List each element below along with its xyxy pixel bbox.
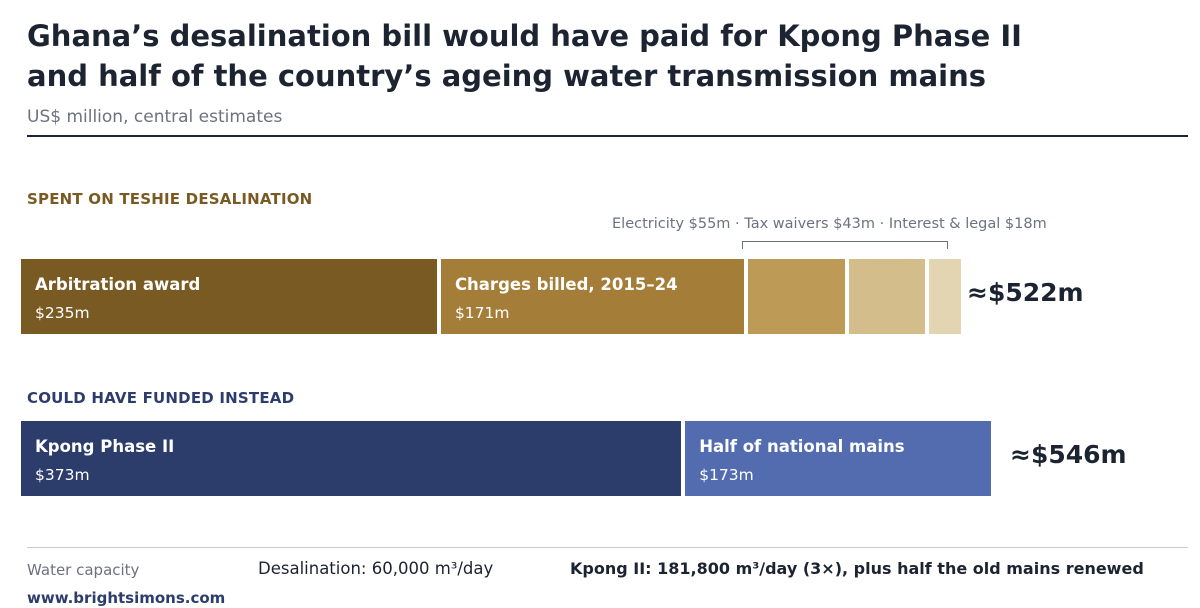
- bar-segment: [747, 259, 845, 334]
- segment-name-label: Charges billed, 2015–24: [454, 275, 678, 294]
- section-label-funded: COULD HAVE FUNDED INSTEAD: [27, 389, 295, 407]
- bar-spent: Arbitration award $235m Charges billed, 20…: [21, 259, 961, 334]
- bar-segment: [848, 259, 926, 334]
- footer-kpong-capacity: Kpong II: 181,800 m³/day (3×), plus half…: [570, 559, 1144, 578]
- bar-funded: Kpong Phase II $373m Half of national main…: [21, 421, 992, 496]
- bar-segment: Kpong Phase II $373m: [21, 421, 682, 496]
- segment-value-label: $173m: [699, 466, 754, 484]
- chart-title: Ghana’s desalination bill would have pai…: [27, 16, 1127, 96]
- segment-name-label: Kpong Phase II: [35, 437, 175, 456]
- bar-segment: [929, 259, 961, 334]
- segment-value-label: $235m: [35, 304, 90, 322]
- chart-title-line-2: and half of the country’s ageing water t…: [27, 59, 986, 93]
- source-link[interactable]: www.brightsimons.com: [27, 589, 226, 607]
- footer-divider: [27, 547, 1188, 548]
- chart-title-line-1: Ghana’s desalination bill would have pai…: [27, 19, 1022, 53]
- segment-value-label: $373m: [35, 466, 90, 484]
- total-label-funded: ≈$546m: [1010, 440, 1127, 469]
- segment-name-label: Arbitration award: [35, 275, 201, 294]
- total-label-spent: ≈$522m: [967, 278, 1084, 307]
- chart-subtitle: US$ million, central estimates: [27, 107, 283, 127]
- bar-segment: Arbitration award $235m: [21, 259, 437, 334]
- bar-segment: Half of national mains $173m: [685, 421, 992, 496]
- header-divider: [27, 135, 1188, 137]
- segment-value-label: $171m: [454, 304, 510, 322]
- bar-segment: Charges billed, 2015–24 $171m: [440, 259, 744, 334]
- segment-name-label: Half of national mains: [699, 437, 905, 456]
- footer-desalination-capacity: Desalination: 60,000 m³/day: [258, 559, 494, 578]
- footer-capacity-label: Water capacity: [27, 561, 140, 579]
- small-segments-annotation: Electricity $55m · Tax waivers $43m · In…: [612, 216, 1047, 232]
- annotation-bracket: [742, 241, 948, 249]
- section-label-spent: SPENT ON TESHIE DESALINATION: [27, 190, 313, 208]
